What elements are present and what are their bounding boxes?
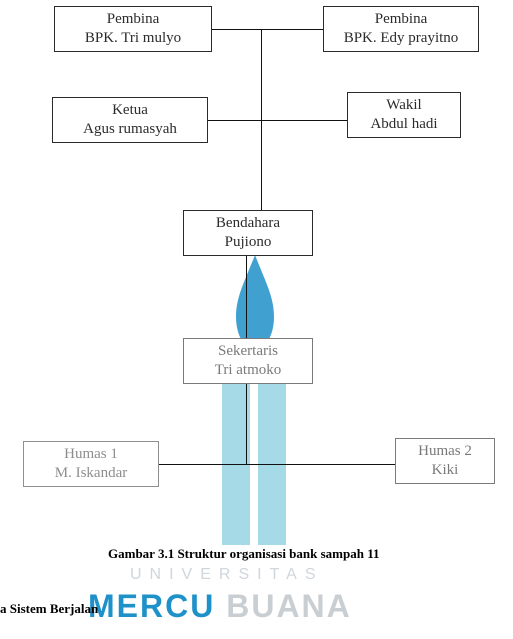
watermark-word-gray: BUANA	[226, 588, 352, 624]
watermark-word-blue: MERCU	[88, 588, 226, 624]
edge	[212, 29, 323, 30]
org-chart-canvas: { "chart": { "type": "tree", "background…	[0, 0, 513, 639]
node-name: Kiki	[400, 461, 490, 481]
node-sekertaris: Sekertaris Tri atmoko	[183, 338, 313, 384]
edge	[261, 29, 262, 120]
node-title: Ketua	[57, 101, 203, 121]
node-name: M. Iskandar	[28, 464, 154, 484]
node-humas-1: Humas 1 M. Iskandar	[23, 441, 159, 487]
node-humas-2: Humas 2 Kiki	[395, 438, 495, 484]
node-title: Humas 2	[400, 442, 490, 462]
edge	[208, 120, 347, 121]
edge	[246, 256, 247, 338]
node-title: Bendahara	[188, 214, 308, 234]
edge	[246, 384, 247, 464]
node-ketua: Ketua Agus rumasyah	[52, 97, 208, 143]
node-name: BPK. Tri mulyo	[59, 29, 207, 49]
node-title: Pembina	[328, 10, 474, 30]
edge	[261, 120, 262, 210]
node-pembina-2: Pembina BPK. Edy prayitno	[323, 6, 479, 52]
watermark-line-1: UNIVERSITAS	[130, 566, 324, 584]
node-name: Agus rumasyah	[57, 120, 203, 140]
figure-caption: Gambar 3.1 Struktur organisasi bank samp…	[108, 546, 380, 562]
node-bendahara: Bendahara Pujiono	[183, 210, 313, 256]
node-name: Pujiono	[188, 233, 308, 253]
footer-fragment: a Sistem Berjalan	[0, 601, 98, 617]
watermark-line-2: MERCU BUANA	[88, 588, 352, 625]
node-title: Humas 1	[28, 445, 154, 465]
node-name: Abdul hadi	[352, 115, 456, 135]
node-wakil: Wakil Abdul hadi	[347, 92, 461, 138]
edge	[159, 464, 395, 465]
node-name: BPK. Edy prayitno	[328, 29, 474, 49]
node-name: Tri atmoko	[188, 361, 308, 381]
node-title: Pembina	[59, 10, 207, 30]
node-title: Wakil	[352, 96, 456, 116]
watermark-flame	[232, 255, 278, 350]
node-pembina-1: Pembina BPK. Tri mulyo	[54, 6, 212, 52]
node-title: Sekertaris	[188, 342, 308, 362]
